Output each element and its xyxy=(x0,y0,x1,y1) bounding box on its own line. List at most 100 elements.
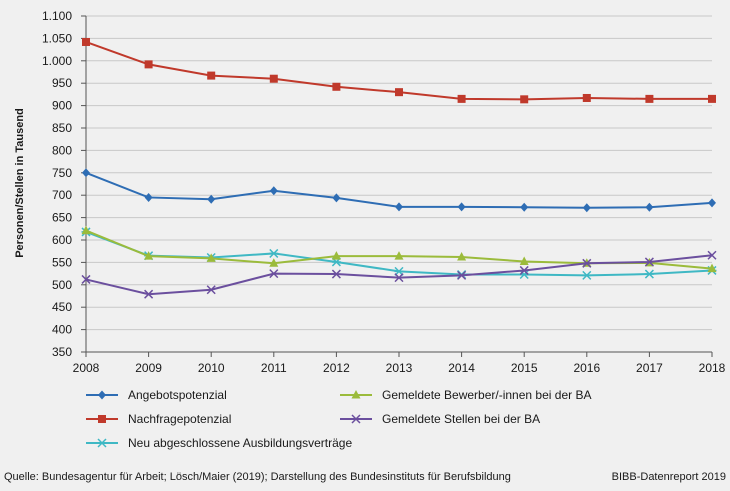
data-point xyxy=(82,168,90,178)
legend-item: Nachfragepotenzial xyxy=(86,412,231,426)
y-tick-label: 400 xyxy=(52,323,72,337)
data-point xyxy=(708,94,716,103)
x-tick-label: 2013 xyxy=(386,361,413,375)
x-tick-label: 2014 xyxy=(448,361,475,375)
data-point xyxy=(582,258,592,268)
data-point xyxy=(269,248,279,258)
data-point xyxy=(457,270,467,280)
data-point xyxy=(331,251,341,260)
x-tick-label: 2016 xyxy=(573,361,600,375)
data-point xyxy=(582,93,591,102)
y-tick-label: 850 xyxy=(52,121,72,135)
y-tick-label: 600 xyxy=(52,233,72,247)
legend-label: Gemeldete Stellen bei der BA xyxy=(382,412,540,426)
data-point xyxy=(207,71,216,80)
data-point xyxy=(207,194,216,204)
legend-item: Gemeldete Stellen bei der BA xyxy=(340,412,540,426)
data-point xyxy=(519,265,529,275)
source-note: Quelle: Bundesagentur für Arbeit; Lösch/… xyxy=(4,471,511,483)
data-point xyxy=(332,82,341,91)
data-point xyxy=(707,250,717,260)
x-tick-label: 2009 xyxy=(135,361,162,375)
series-4 xyxy=(81,225,717,273)
line-chart: 350 400 450 500 550 600 650 700 750 800 850 900 950 1… xyxy=(14,9,726,450)
data-point xyxy=(395,202,403,212)
y-tick-label: 1.050 xyxy=(42,31,72,45)
axes xyxy=(81,15,712,353)
y-tick-label: 650 xyxy=(52,211,72,225)
legend-label: Nachfragepotenzial xyxy=(128,412,231,426)
data-point xyxy=(520,95,529,104)
data-point xyxy=(457,94,466,103)
x-tick-label: 2012 xyxy=(323,361,350,375)
y-tick-label: 350 xyxy=(52,345,72,359)
y-axis-title: Personen/Stellen in Tausend xyxy=(14,108,26,258)
y-tick-label: 550 xyxy=(52,255,72,269)
data-point xyxy=(144,192,153,202)
data-point xyxy=(81,274,91,284)
data-point xyxy=(582,203,591,213)
legend-marker xyxy=(98,390,106,400)
y-axis-ticks: 350 400 450 500 550 600 650 700 750 800 850 900 950 1… xyxy=(42,9,72,359)
y-tick-label: 950 xyxy=(52,76,72,90)
x-tick-label: 2008 xyxy=(73,361,100,375)
data-point xyxy=(644,269,654,279)
legend-item: Neu abgeschlossene Ausbildungsverträge xyxy=(86,436,352,450)
legend-marker xyxy=(97,438,107,448)
x-tick-label: 2010 xyxy=(198,361,225,375)
x-tick-label: 2011 xyxy=(261,361,287,375)
data-point xyxy=(144,251,154,260)
data-point xyxy=(206,253,216,262)
data-point xyxy=(269,186,278,196)
series-1 xyxy=(82,168,716,213)
data-point xyxy=(394,273,404,283)
legend-label: Neu abgeschlossene Ausbildungsverträge xyxy=(128,436,352,450)
y-tick-label: 1.000 xyxy=(42,54,72,68)
data-point xyxy=(707,263,717,273)
gridlines xyxy=(86,15,712,331)
data-point xyxy=(457,202,466,212)
data-point xyxy=(394,251,404,260)
legend-item: Angebotspotenzial xyxy=(86,388,227,402)
y-tick-label: 900 xyxy=(52,99,72,113)
data-point xyxy=(144,289,154,299)
y-tick-label: 450 xyxy=(52,300,72,314)
data-point xyxy=(206,285,216,295)
legend-marker xyxy=(98,415,106,423)
data-point xyxy=(457,252,467,261)
legend-label: Angebotspotenzial xyxy=(128,388,227,402)
series-layer xyxy=(81,37,717,299)
data-point xyxy=(708,198,716,208)
data-point xyxy=(331,269,341,279)
y-tick-label: 1.100 xyxy=(42,9,72,23)
data-point xyxy=(645,94,654,103)
series-5 xyxy=(81,250,717,299)
data-point xyxy=(644,257,654,267)
y-tick-label: 750 xyxy=(52,166,72,180)
legend-label: Gemeldete Bewerber/-innen bei der BA xyxy=(382,388,591,402)
data-point xyxy=(82,37,90,46)
legend-item: Gemeldete Bewerber/-innen bei der BA xyxy=(340,388,591,402)
data-point xyxy=(582,270,592,280)
x-tick-label: 2017 xyxy=(636,361,663,375)
data-point xyxy=(269,258,279,267)
data-point xyxy=(395,88,403,97)
series-2 xyxy=(82,37,716,104)
y-tick-label: 700 xyxy=(52,188,72,202)
data-point xyxy=(144,60,153,69)
legend: Angebotspotenzial Nachfragepotenzial Neu a… xyxy=(86,388,591,450)
data-point xyxy=(81,225,91,235)
data-point xyxy=(269,74,278,83)
y-tick-label: 500 xyxy=(52,278,72,292)
data-point xyxy=(332,193,341,203)
data-point xyxy=(269,269,279,279)
legend-marker xyxy=(351,390,361,399)
x-tick-label: 2015 xyxy=(511,361,538,375)
y-tick-label: 800 xyxy=(52,143,72,157)
legend-marker xyxy=(351,414,361,424)
brand-label: BIBB-Datenreport 2019 xyxy=(611,471,726,483)
x-axis-ticks: 2008 2009 2010 2011 2012 2013 2014 2015 2016 2017… xyxy=(73,352,726,375)
x-tick-label: 2018 xyxy=(699,361,726,375)
data-point xyxy=(519,256,529,266)
data-point xyxy=(520,202,529,212)
